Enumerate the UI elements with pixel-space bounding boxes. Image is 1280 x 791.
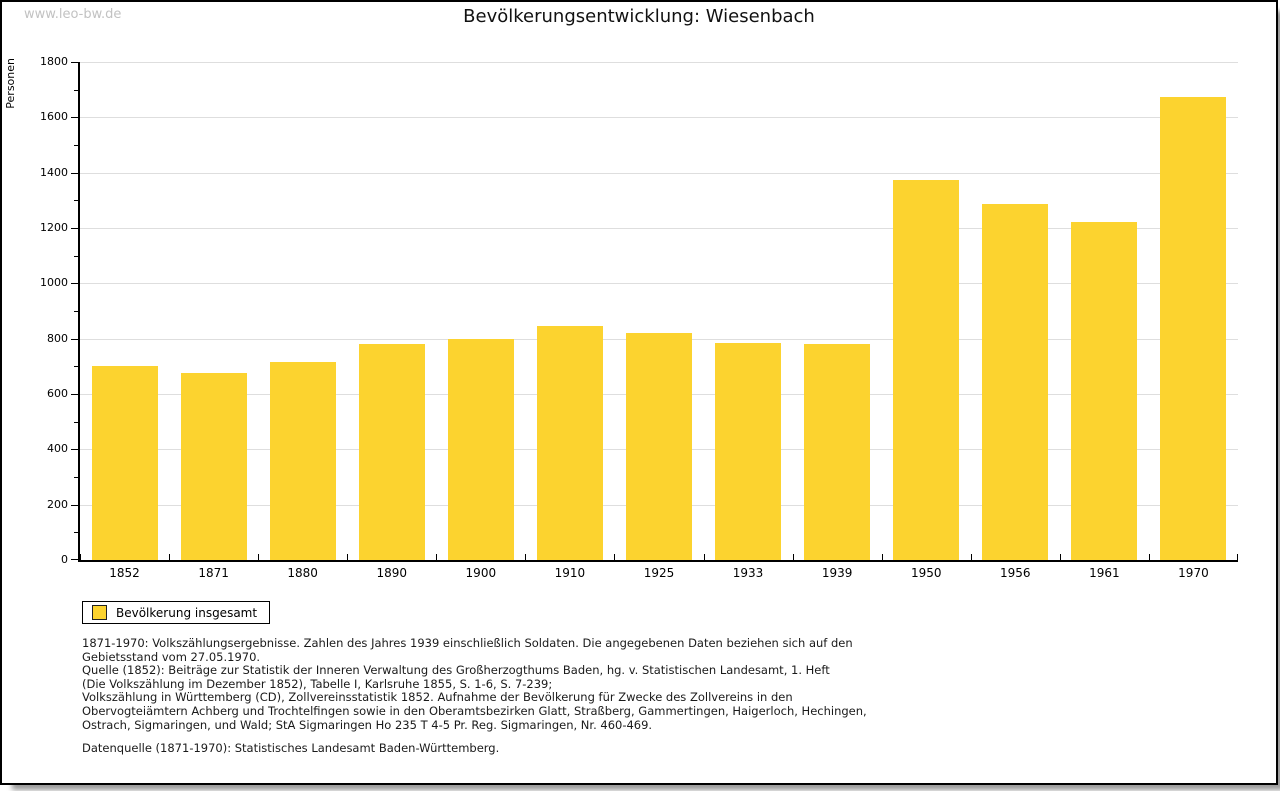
legend-label: Bevölkerung insgesamt <box>116 605 258 620</box>
y-tick-1200 <box>71 228 78 229</box>
x-boundary-tick-4 <box>436 554 438 560</box>
x-boundary-tick-0 <box>80 554 81 560</box>
y-tick-label-0: 0 <box>61 553 68 566</box>
y-minor-tick-700 <box>74 366 78 368</box>
bar-1890 <box>358 344 425 560</box>
y-tick-label-1000: 1000 <box>40 276 68 290</box>
bar-1961 <box>1071 222 1138 560</box>
x-tick-label-1961: 1961 <box>1089 566 1120 580</box>
x-boundary-tick-12 <box>1148 554 1150 560</box>
bar-1871 <box>180 373 247 560</box>
legend-swatch-icon <box>92 605 107 620</box>
x-tick-label-1956: 1956 <box>1000 566 1031 580</box>
footnote-line-1: 1871-1970: Volkszählungsergebnisse. Zahl… <box>82 636 853 650</box>
y-minor-tick-1500 <box>74 145 78 146</box>
footnote-line-4: (Die Volkszählung im Dezember 1852), Tab… <box>82 676 553 691</box>
x-boundary-tick-7 <box>703 554 705 560</box>
bar-1939 <box>804 344 871 560</box>
gridline-1000 <box>80 283 1238 285</box>
x-boundary-tick-1 <box>169 554 171 560</box>
x-tick-label-1950: 1950 <box>910 566 942 580</box>
x-boundary-tick-2 <box>258 554 260 560</box>
y-tick-0 <box>71 559 78 560</box>
bar-1956 <box>982 204 1049 560</box>
y-tick-800 <box>71 338 78 340</box>
y-tick-600 <box>71 394 78 395</box>
y-minor-tick-300 <box>74 477 78 478</box>
bar-1950 <box>893 179 960 560</box>
y-minor-tick-900 <box>74 311 78 312</box>
x-tick-label-1925: 1925 <box>643 566 675 580</box>
footnote-line-7: Ostrach, Sigmaringen, und Wald; StA Sigm… <box>82 717 653 732</box>
y-minor-tick-1100 <box>74 255 78 257</box>
x-boundary-tick-6 <box>614 554 616 560</box>
y-tick-400 <box>71 449 78 451</box>
footnote-line-6: Obervogteiämtern Achberg und Trochtelfin… <box>82 703 867 718</box>
y-tick-1400 <box>71 172 78 174</box>
legend: Bevölkerung insgesamt <box>82 601 271 624</box>
bar-1933 <box>715 342 782 560</box>
y-tick-label-1600: 1600 <box>40 110 68 124</box>
x-tick-label-1852: 1852 <box>109 566 140 580</box>
footnote-line-2: Gebietsstand vom 27.05.1970. <box>82 649 261 664</box>
bar-1880 <box>269 362 336 560</box>
x-boundary-tick-8 <box>792 554 794 560</box>
x-tick-label-1900: 1900 <box>465 566 497 580</box>
x-boundary-tick-13 <box>1237 554 1238 560</box>
x-boundary-tick-10 <box>970 554 972 560</box>
bar-1925 <box>626 333 692 560</box>
footnote-line-3: Quelle (1852): Beiträge zur Statistik de… <box>82 663 830 678</box>
y-tick-label-1400: 1400 <box>40 165 68 179</box>
y-tick-label-1200: 1200 <box>40 221 68 234</box>
x-tick-label-1933: 1933 <box>732 566 764 580</box>
y-tick-label-600: 600 <box>47 387 68 400</box>
bar-1910 <box>536 326 603 560</box>
y-minor-tick-500 <box>74 421 78 423</box>
gridline-1400 <box>80 172 1238 174</box>
x-tick-label-1939: 1939 <box>821 566 853 580</box>
x-tick-label-1970: 1970 <box>1178 566 1209 580</box>
x-boundary-tick-9 <box>881 554 883 560</box>
x-tick-label-1910: 1910 <box>554 566 586 580</box>
y-tick-1000 <box>71 283 78 285</box>
gridline-1800 <box>80 62 1238 63</box>
y-axis-title: Personen <box>4 58 17 109</box>
y-minor-tick-1700 <box>74 89 78 91</box>
x-tick-label-1880: 1880 <box>287 566 318 580</box>
gridline-1200 <box>80 228 1238 229</box>
y-tick-label-400: 400 <box>47 442 68 456</box>
site-watermark: www.leo-bw.de <box>24 7 122 22</box>
footnotes: 1871-1970: Volkszählungsergebnisse. Zahl… <box>82 636 867 732</box>
bar-1970 <box>1160 96 1227 560</box>
datasource-note: Datenquelle (1871-1970): Statistisches L… <box>82 741 500 755</box>
y-minor-tick-100 <box>74 532 78 534</box>
y-tick-1800 <box>71 62 78 63</box>
x-boundary-tick-3 <box>347 554 349 560</box>
page-title: Bevölkerungsentwicklung: Wiesenbach <box>463 6 815 27</box>
y-tick-1600 <box>71 117 78 119</box>
bar-1900 <box>447 338 514 560</box>
y-tick-label-1800: 1800 <box>40 55 68 68</box>
y-minor-tick-1300 <box>74 200 78 202</box>
x-boundary-tick-11 <box>1059 554 1061 560</box>
y-tick-label-800: 800 <box>47 331 68 345</box>
footnote-line-5: Volkszählung in Württemberg (CD), Zollve… <box>82 690 793 705</box>
x-tick-label-1890: 1890 <box>376 566 408 580</box>
y-tick-label-200: 200 <box>47 497 68 511</box>
y-tick-200 <box>71 504 78 506</box>
bar-1852 <box>91 366 158 560</box>
x-boundary-tick-5 <box>525 554 527 560</box>
gridline-1600 <box>80 117 1238 119</box>
plot-area: 0 200 400 600 800 1000 1200 1400 1600 1800 1852 187… <box>40 55 1238 580</box>
x-tick-label-1871: 1871 <box>198 566 229 580</box>
